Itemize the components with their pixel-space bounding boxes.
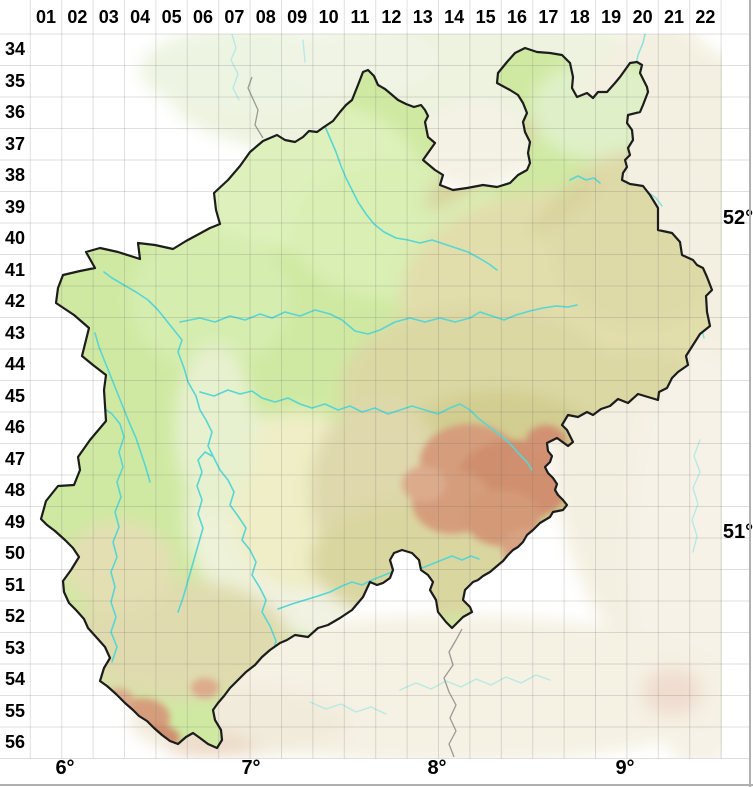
neighbor-state-borders <box>247 76 463 758</box>
river-niers <box>94 332 151 483</box>
row-label-36: 36 <box>4 102 26 123</box>
row-label-39: 39 <box>4 196 26 217</box>
latitude-label-1: 51° <box>722 520 753 543</box>
column-label-12: 12 <box>381 6 402 27</box>
column-label-04: 04 <box>130 6 151 27</box>
row-label-51: 51 <box>4 574 26 595</box>
river-erft <box>177 451 213 613</box>
row-label-52: 52 <box>4 606 26 627</box>
longitude-label-3: 9° <box>615 756 635 779</box>
column-label-11: 11 <box>350 6 370 27</box>
column-label-08: 08 <box>255 6 276 27</box>
river-ruhr <box>199 389 533 471</box>
row-label-44: 44 <box>4 354 26 375</box>
column-label-05: 05 <box>161 6 182 27</box>
column-label-20: 20 <box>632 6 653 27</box>
row-label-42: 42 <box>4 291 26 312</box>
river-lippe <box>179 304 578 335</box>
row-label-46: 46 <box>4 417 26 438</box>
row-label-54: 54 <box>4 669 26 690</box>
column-label-01: 01 <box>35 6 56 27</box>
row-label-55: 55 <box>4 700 26 721</box>
latitude-label-0: 52° <box>722 206 753 229</box>
longitude-label-2: 8° <box>427 756 447 779</box>
row-label-35: 35 <box>4 70 26 91</box>
row-label-47: 47 <box>4 448 26 469</box>
column-label-17: 17 <box>538 6 559 27</box>
row-label-49: 49 <box>4 511 26 532</box>
row-label-48: 48 <box>4 480 26 501</box>
column-label-06: 06 <box>192 6 213 27</box>
river-rhine <box>103 271 277 657</box>
column-label-07: 07 <box>224 6 245 27</box>
river-rur <box>101 406 125 663</box>
row-label-56: 56 <box>4 732 26 753</box>
row-label-34: 34 <box>4 39 26 60</box>
river-sieg <box>277 555 480 610</box>
row-label-38: 38 <box>4 165 26 186</box>
window-frame-right <box>749 0 751 787</box>
column-label-03: 03 <box>98 6 119 27</box>
longitude-label-0: 6° <box>55 756 75 779</box>
column-label-14: 14 <box>444 6 465 27</box>
row-label-43: 43 <box>4 322 26 343</box>
rivers-nrw <box>94 61 601 663</box>
column-label-16: 16 <box>506 6 527 27</box>
longitude-label-1: 7° <box>241 756 261 779</box>
column-label-13: 13 <box>412 6 433 27</box>
column-label-10: 10 <box>318 6 339 27</box>
row-label-40: 40 <box>4 228 26 249</box>
column-label-15: 15 <box>475 6 496 27</box>
column-label-19: 19 <box>601 6 622 27</box>
column-label-02: 02 <box>67 6 88 27</box>
column-label-21: 21 <box>663 6 684 27</box>
column-label-09: 09 <box>287 6 308 27</box>
river-werre <box>569 175 601 184</box>
window-frame-bottom <box>0 784 753 786</box>
row-label-45: 45 <box>4 385 26 406</box>
column-label-22: 22 <box>695 6 716 27</box>
row-label-50: 50 <box>4 543 26 564</box>
row-label-41: 41 <box>4 259 26 280</box>
row-label-53: 53 <box>4 637 26 658</box>
row-label-37: 37 <box>4 133 26 154</box>
column-label-18: 18 <box>569 6 590 27</box>
